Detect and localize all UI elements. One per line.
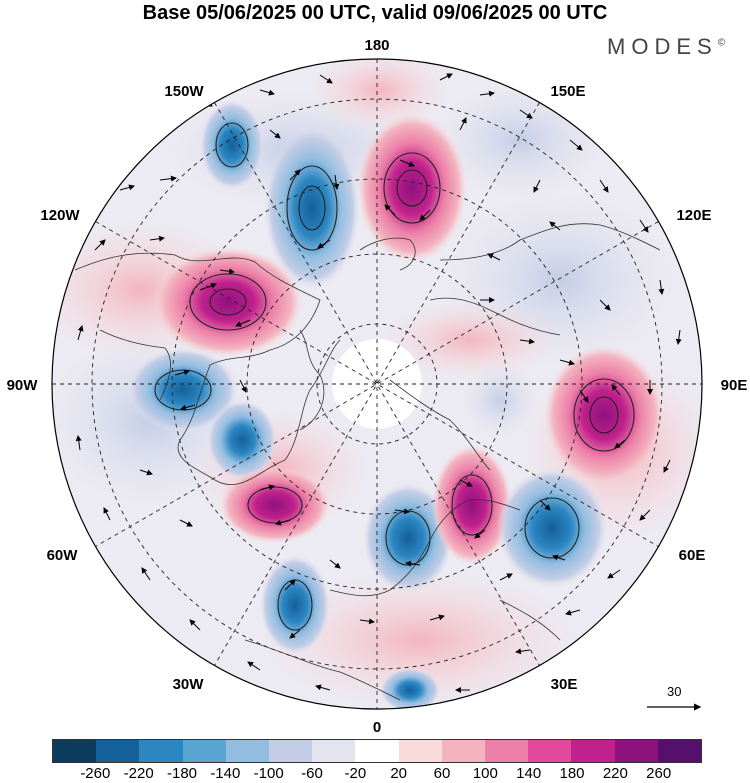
colorbar-ticks: -260 -220 -180 -140 -100 -60 -20 20 60 100 140 180 2… (0, 765, 750, 783)
colorbar-tick-label: -140 (210, 765, 241, 782)
lon-label-30e: 30E (551, 676, 578, 693)
colorbar-swatch (139, 740, 183, 762)
lon-label-30w: 30W (173, 676, 205, 693)
lon-label-120e: 120E (676, 207, 711, 224)
anomaly-field (52, 59, 702, 709)
wind-vectors (75, 73, 682, 693)
colorbar-tick-label: 20 (390, 765, 407, 782)
colorbar-swatch (485, 740, 529, 762)
colorbar-tick-label: 220 (602, 765, 628, 782)
colorbar-tick-label: -260 (80, 765, 111, 782)
colorbar-tick-label: -220 (123, 765, 154, 782)
colorbar-swatch (657, 740, 702, 762)
colorbar-swatch (528, 740, 572, 762)
colorbar-tick-label: 180 (559, 765, 585, 782)
colorbar-swatch (182, 740, 226, 762)
colorbar-tick-label: 260 (646, 765, 672, 782)
lon-label-60w: 60W (47, 547, 79, 564)
map-boundary (51, 58, 703, 710)
colorbar-swatch (441, 740, 486, 762)
brand-logo: MODES© (607, 34, 725, 60)
colorbar-swatch (398, 740, 442, 762)
lon-label-150e: 150E (550, 83, 585, 100)
colorbar-swatch (614, 740, 658, 762)
colorbar-swatch (355, 740, 399, 762)
reference-vector-label: 30 (667, 684, 682, 699)
lon-label-150w: 150W (164, 83, 204, 100)
colorbar-swatch (96, 740, 140, 762)
colorbar-tick-label: 60 (433, 765, 451, 782)
lon-label-60e: 60E (679, 547, 706, 564)
lon-label-180: 180 (364, 37, 389, 54)
colorbar-tick-label: -20 (344, 765, 367, 782)
colorbar-tick-label: 140 (516, 765, 542, 782)
colorbar-tick-label: -180 (166, 765, 198, 782)
colorbar-swatch (53, 740, 97, 762)
colorbar (52, 739, 702, 763)
colorbar-swatch (571, 740, 615, 762)
colorbar-tick-label: 100 (472, 765, 498, 782)
lon-label-0: 0 (373, 719, 381, 736)
copyright-mark: © (717, 37, 726, 49)
lon-label-90e: 90E (721, 377, 748, 394)
brand-name: MODES (607, 34, 718, 59)
graticule (52, 59, 702, 709)
colorbar-tick-label: -100 (253, 765, 284, 782)
map-title: Base 05/06/2025 00 UTC, valid 09/06/2025… (142, 2, 608, 24)
lon-label-90w: 90W (7, 377, 39, 394)
colorbar-swatch (312, 740, 356, 762)
colorbar-swatch (269, 740, 313, 762)
colorbar-swatch (225, 740, 270, 762)
lon-label-120w: 120W (40, 207, 80, 224)
colorbar-tick-label: -60 (301, 765, 323, 782)
